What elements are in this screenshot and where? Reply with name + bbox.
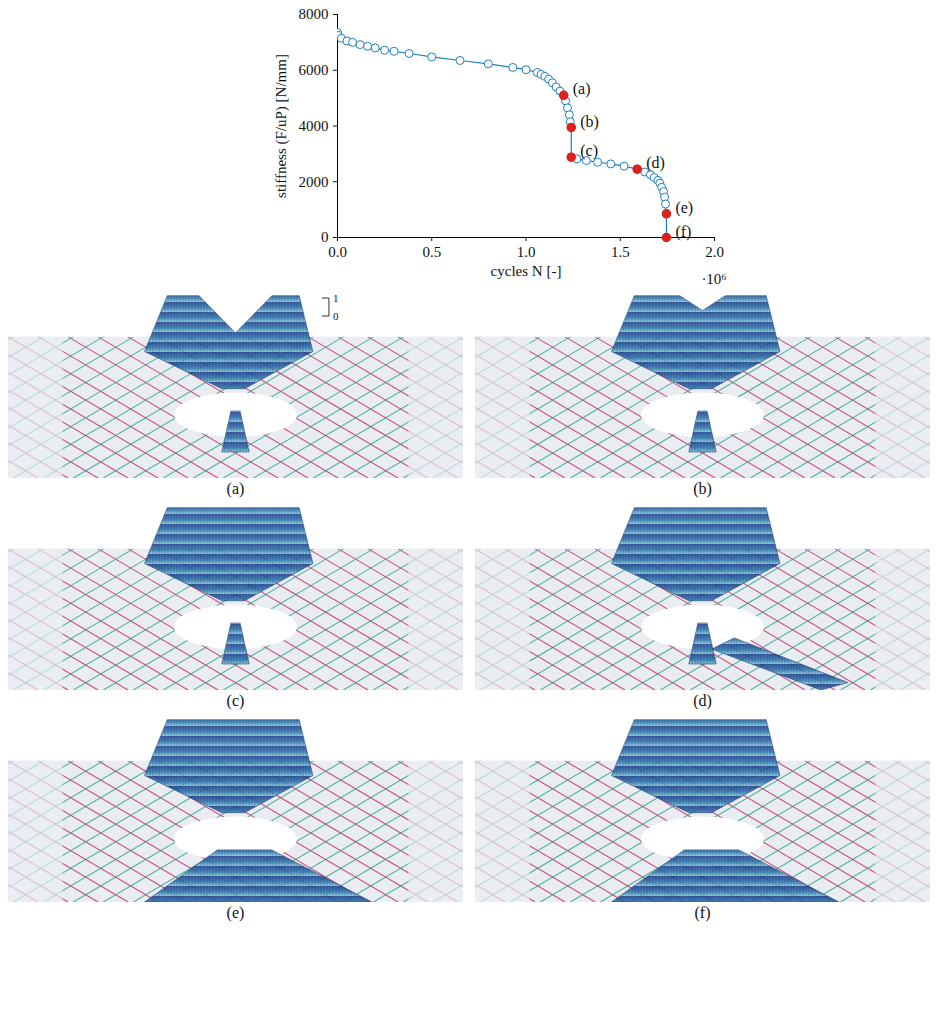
svg-text:1.5: 1.5	[611, 244, 630, 260]
svg-text:(d): (d)	[646, 154, 665, 172]
svg-text:(f): (f)	[675, 223, 691, 241]
svg-text:0.5: 0.5	[422, 244, 441, 260]
svg-text:1.0: 1.0	[517, 244, 536, 260]
svg-text:0.0: 0.0	[328, 244, 347, 260]
svg-text:1: 1	[333, 292, 339, 304]
svg-text:6000: 6000	[299, 62, 329, 78]
svg-text:2.0: 2.0	[705, 244, 724, 260]
svg-text:(c): (c)	[580, 142, 598, 160]
svg-text:(e): (e)	[675, 199, 693, 217]
svg-text:·10⁶: ·10⁶	[701, 271, 726, 287]
svg-text:stiffness (F/uP) [N/mm]: stiffness (F/uP) [N/mm]	[273, 54, 290, 198]
svg-text:(b): (b)	[580, 113, 599, 131]
svg-text:0: 0	[333, 310, 339, 322]
html-text:(d): (d)	[693, 692, 712, 709]
svg-text:cycles N [-]: cycles N [-]	[491, 263, 562, 279]
html-text:(f): (f)	[694, 904, 711, 921]
svg-text:0: 0	[321, 229, 329, 245]
html-text:(b): (b)	[693, 480, 712, 497]
svg-text:4000: 4000	[299, 118, 329, 134]
svg-text:8000: 8000	[299, 6, 329, 22]
html-text:(a): (a)	[226, 480, 245, 497]
svg-text:(a): (a)	[573, 80, 591, 98]
html-text:(e): (e)	[226, 904, 245, 921]
html-text:(c): (c)	[226, 692, 245, 709]
svg-text:2000: 2000	[299, 174, 329, 190]
